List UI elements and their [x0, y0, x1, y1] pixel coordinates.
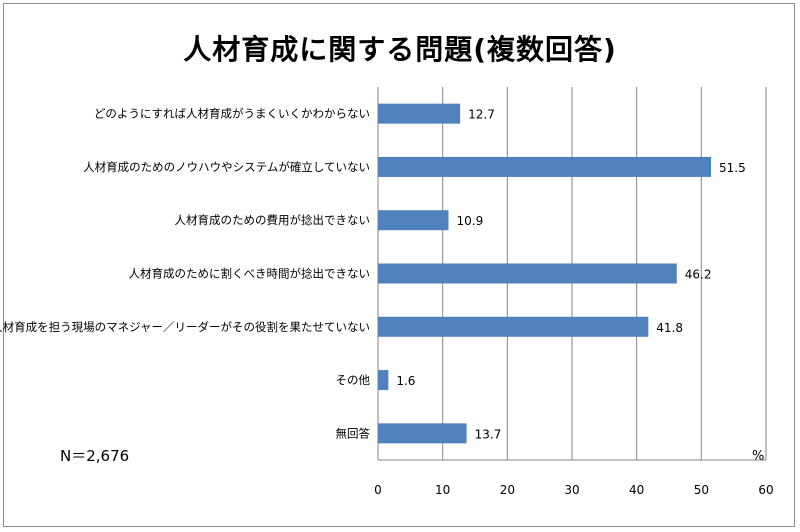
- data-label: 51.5: [719, 161, 746, 175]
- category-label: 無回答: [336, 426, 371, 440]
- data-label: 41.8: [656, 321, 683, 335]
- data-label: 46.2: [685, 268, 712, 282]
- category-label: 人材育成のために割くべき時間が捻出できない: [129, 267, 371, 281]
- chart-title: 人材育成に関する問題(複数回答): [183, 33, 617, 66]
- data-label: 13.7: [475, 427, 502, 441]
- bar: [378, 263, 677, 284]
- bar: [378, 370, 389, 391]
- x-tick-label: 30: [564, 483, 579, 497]
- category-label: 人材育成のためのノウハウやシステムが確立していない: [83, 160, 370, 174]
- bar: [378, 316, 649, 337]
- x-tick-label: 40: [629, 483, 644, 497]
- bar: [378, 156, 712, 177]
- x-tick-label: 60: [758, 483, 773, 497]
- category-label: 人材育成を担う現場のマネジャー／リーダーがその役割を果たせていない: [0, 320, 370, 334]
- category-label: その他: [336, 373, 371, 387]
- category-label: 人材育成のための費用が捻出できない: [175, 213, 371, 227]
- bar: [378, 210, 449, 231]
- x-tick-label: 0: [374, 483, 382, 497]
- x-tick-label: 50: [694, 483, 709, 497]
- x-tick-label: 10: [435, 483, 450, 497]
- x-tick-label: 20: [500, 483, 515, 497]
- data-label: 12.7: [468, 108, 495, 122]
- bar: [378, 103, 461, 124]
- category-label: どのようにすれば人材育成がうまくいくかわからない: [94, 107, 370, 121]
- sample-size-note: N＝2,676: [60, 447, 130, 465]
- bar: [378, 423, 467, 444]
- data-label: 10.9: [456, 214, 483, 228]
- data-label: 1.6: [396, 374, 415, 388]
